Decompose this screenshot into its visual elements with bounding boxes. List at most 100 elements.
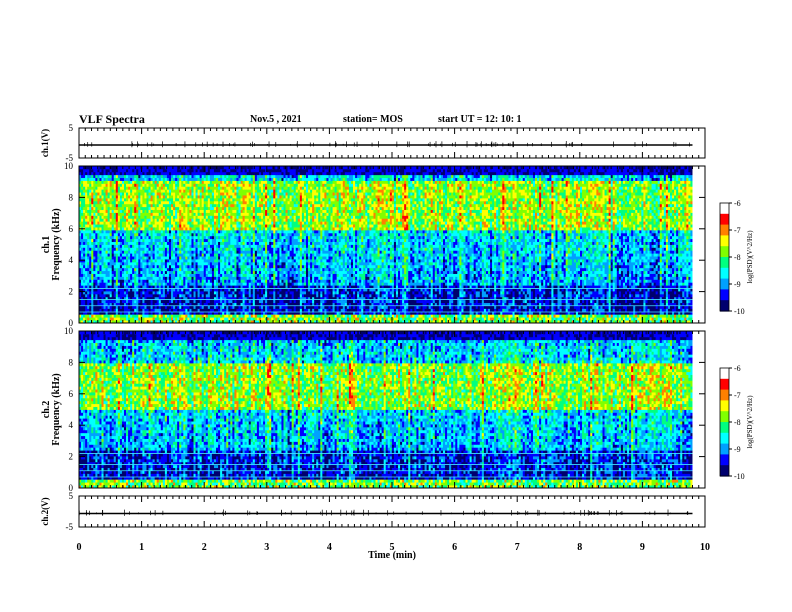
spectrogram-cell [109, 174, 113, 179]
spectrogram-cell [95, 276, 98, 280]
spectrogram-cell [89, 212, 92, 216]
spectrogram-cell [81, 293, 84, 298]
spectrogram-cell [115, 238, 119, 242]
spectrogram-cell [105, 195, 109, 199]
spectrogram-cell [79, 224, 82, 228]
spectrogram-cell [109, 261, 113, 266]
spectrogram-cell [93, 314, 96, 318]
spectrogram-cell [109, 195, 113, 199]
spectrogram-cell [93, 270, 96, 274]
spectrogram-cell [99, 221, 102, 225]
spectrogram-cell [91, 227, 94, 231]
spectrogram-cell [101, 317, 104, 321]
spectrogram-cell [113, 305, 117, 309]
spectrogram-cell [99, 296, 102, 301]
spectrogram-cell [97, 279, 100, 283]
spectrogram-cell [83, 253, 86, 257]
spectrogram-cell [95, 279, 98, 283]
spectrogram-cell [89, 192, 92, 196]
spectrogram-cell [91, 186, 94, 190]
spectrogram-cell [111, 212, 115, 216]
spectrogram-cell [109, 270, 113, 274]
spectrogram-cell [93, 285, 96, 289]
spectrogram-cell [103, 308, 106, 312]
spectrogram-cell [107, 296, 111, 301]
spectrogram-cell [81, 279, 84, 283]
spectrogram-cell [83, 186, 86, 190]
spectrogram-cell [81, 166, 84, 170]
spectrogram-cell [105, 174, 109, 179]
spectrogram-cell [85, 296, 88, 301]
spectrogram-cell [79, 256, 82, 260]
spectrogram-cell [103, 241, 106, 245]
spectrogram-cell [85, 215, 88, 219]
spectrogram-cell [91, 174, 94, 179]
spectrogram-cell [113, 174, 117, 179]
spectrogram-cell [89, 189, 92, 193]
spectrogram-cell [101, 267, 104, 272]
spectrogram-cell [79, 218, 82, 222]
spectrogram-cell [111, 261, 115, 266]
spectrogram-cell [105, 183, 109, 187]
spectrogram-cell [87, 238, 90, 242]
spectrogram-cell [111, 227, 115, 231]
spectrogram-cell [113, 171, 117, 176]
spectrogram-cell [81, 215, 84, 219]
spectrogram-cell [87, 256, 90, 260]
spectrogram-cell [85, 244, 88, 248]
spectrogram-cell [83, 171, 86, 176]
spectrogram-cell [81, 209, 84, 213]
spectrogram-cell [107, 314, 111, 318]
spectrogram-cell [113, 238, 117, 242]
spectrogram-cell [91, 305, 94, 309]
spectrogram-cell [97, 218, 100, 222]
spectrogram-cell [103, 212, 106, 216]
spectrogram-cell [109, 224, 113, 228]
spectrogram-cell [101, 282, 104, 286]
spectrogram-cell [107, 270, 111, 274]
spectrogram-cell [111, 264, 115, 269]
spectrogram-cell [99, 276, 102, 280]
spectrogram-cell [109, 203, 113, 208]
spectrogram-cell [103, 288, 106, 292]
spectrogram-cell [91, 299, 94, 304]
spectrogram-cell [103, 229, 106, 234]
spectrogram-cell [105, 232, 109, 237]
spectrogram-cell [107, 288, 111, 292]
spectrogram-cell [79, 212, 82, 216]
spectrogram-cell [99, 203, 102, 208]
spectrogram-cell [111, 215, 115, 219]
spectrogram-cell [115, 256, 119, 260]
spectrogram-cell [95, 305, 98, 309]
spectrogram-cell [111, 250, 115, 254]
spectrogram-cell [87, 296, 90, 301]
spectrogram-cell [79, 232, 82, 237]
spectrogram-cell [97, 209, 100, 213]
spectrogram-cell [83, 200, 86, 205]
spectrogram-cell [103, 180, 106, 184]
spectrogram-cell [109, 206, 113, 211]
spectrogram-cell [109, 311, 113, 315]
spectrogram-cell [81, 296, 84, 301]
spectrogram-cell [85, 227, 88, 231]
spectrogram-cell [81, 247, 84, 251]
spectrogram-cell [85, 218, 88, 222]
spectrogram-cell [99, 314, 102, 318]
spectrogram-cell [83, 224, 86, 228]
spectrogram-cell [109, 197, 113, 202]
spectrogram-cell [79, 244, 82, 248]
spectrogram-cell [83, 238, 86, 242]
spectrogram-cell [101, 186, 104, 190]
spectrogram-cell [101, 197, 104, 202]
spectrogram-cell [97, 186, 100, 190]
spectrogram-cell [107, 267, 111, 272]
spectrogram-cell [99, 282, 102, 286]
spectrogram-cell [109, 253, 113, 257]
spectrogram-cell [113, 253, 117, 257]
spectrogram-cell [113, 302, 117, 306]
spectrogram-cell [79, 273, 82, 277]
spectrogram-cell [79, 171, 82, 176]
spectrogram-cell [93, 317, 96, 321]
spectrogram-cell [111, 232, 115, 237]
spectrogram-cell [87, 288, 90, 292]
